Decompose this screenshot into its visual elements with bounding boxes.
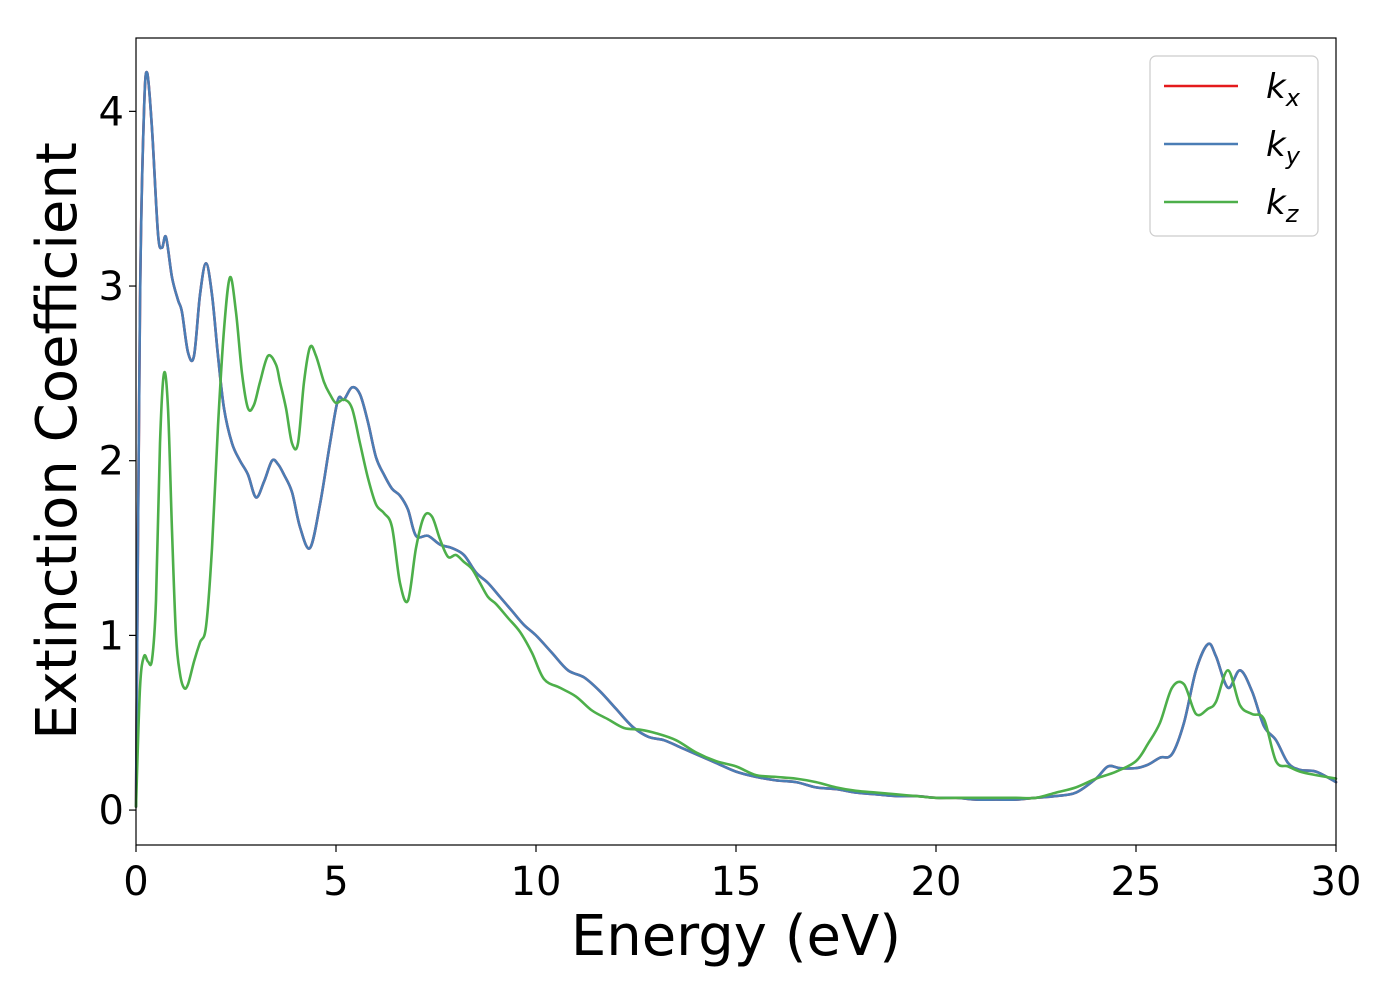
y-tick-label: 3	[99, 264, 124, 310]
series-line-kz	[134, 276, 1338, 808]
x-tick-label: 0	[123, 859, 148, 905]
x-axis-ticks: 0 5 10 15 20 25 30	[123, 845, 1361, 905]
x-tick-label: 30	[1311, 859, 1362, 905]
legend-label-kz: kz	[1266, 183, 1300, 228]
x-tick-label: 5	[323, 859, 348, 905]
x-axis-label: Energy (eV)	[571, 904, 901, 969]
legend-label-base: k	[1266, 67, 1287, 107]
x-tick-label: 20	[911, 859, 962, 905]
x-tick-label: 10	[511, 859, 562, 905]
x-tick-label: 25	[1111, 859, 1162, 905]
legend-label-kx: kx	[1266, 67, 1301, 112]
series-line-ky	[134, 70, 1338, 808]
legend-label-subscript: y	[1285, 142, 1301, 170]
y-axis-label: Extinction Coefficient	[25, 142, 90, 740]
legend-label-subscript: x	[1285, 84, 1301, 112]
y-tick-label: 4	[99, 89, 124, 135]
legend-label-base: k	[1266, 183, 1287, 223]
x-tick-label: 15	[711, 859, 762, 905]
legend-label-subscript: z	[1285, 200, 1300, 228]
y-axis-ticks: 0 1 2 3 4	[99, 89, 136, 834]
y-tick-label: 2	[99, 439, 124, 485]
legend-label-base: k	[1266, 125, 1287, 165]
plot-lines	[134, 70, 1338, 808]
y-tick-label: 0	[99, 788, 124, 834]
legend-box	[1149, 55, 1319, 237]
y-tick-label: 1	[99, 613, 124, 659]
legend-label-ky: ky	[1266, 125, 1301, 170]
